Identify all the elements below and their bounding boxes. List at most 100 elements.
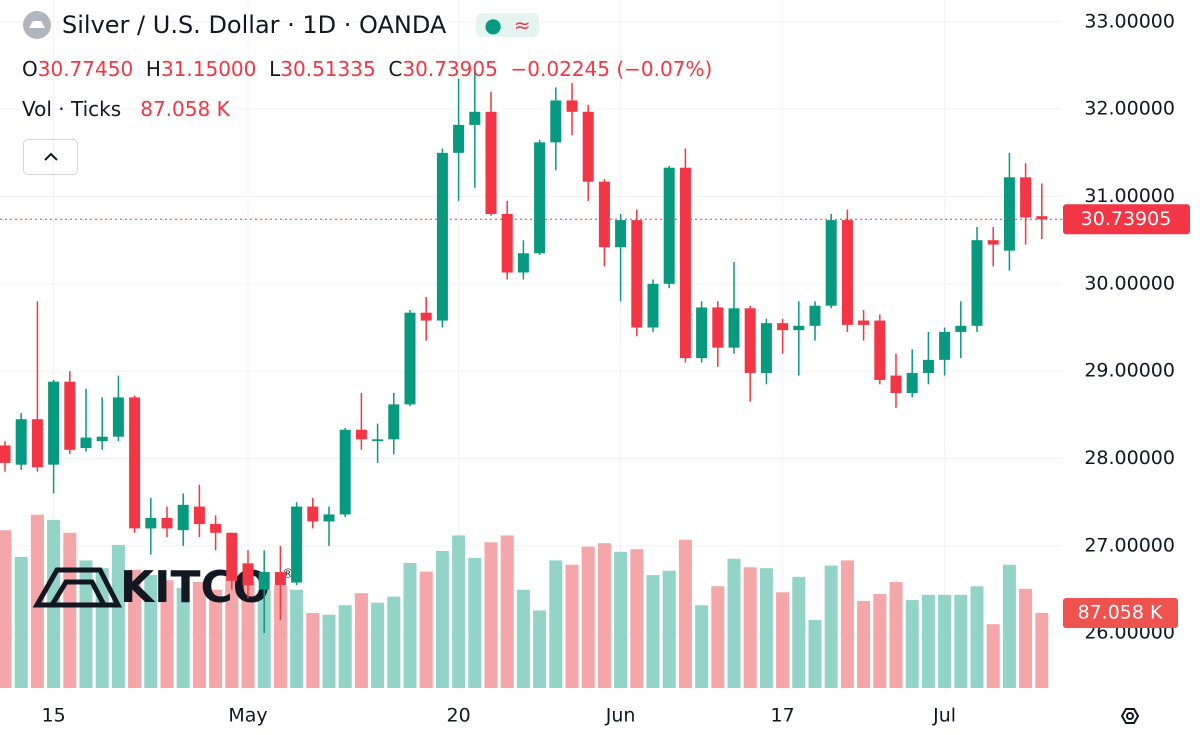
volume-bar xyxy=(905,600,919,688)
candle-body xyxy=(80,437,92,449)
x-tick-label: 15 xyxy=(42,705,66,727)
candle-body xyxy=(258,572,270,590)
candle-body xyxy=(469,111,481,125)
volume-bar xyxy=(678,539,692,688)
volume-bar xyxy=(14,556,28,688)
volume-bar xyxy=(468,557,482,688)
volume-bar xyxy=(792,576,806,688)
volume-bar xyxy=(840,560,854,688)
candle-body xyxy=(355,429,367,440)
volume-bar xyxy=(403,563,417,688)
symbol-icon xyxy=(23,11,51,39)
candle-body xyxy=(760,323,772,373)
candle-body xyxy=(453,124,465,153)
volume-bar xyxy=(484,542,498,688)
candle-body xyxy=(906,372,918,394)
candle-body xyxy=(372,439,384,442)
candle-body xyxy=(939,331,951,360)
chevron xyxy=(43,152,58,161)
candle-body xyxy=(987,240,999,245)
x-tick-label: 20 xyxy=(447,705,471,727)
y-tick-label: 31.00000 xyxy=(1084,185,1175,207)
candle-body xyxy=(161,517,173,529)
candle-body xyxy=(712,307,724,348)
c-value: 30.73905 xyxy=(402,57,498,81)
candle-body xyxy=(744,308,756,373)
candle-body xyxy=(696,307,708,359)
y-tick-label: 28.00000 xyxy=(1084,447,1175,469)
volume-bar xyxy=(986,624,1000,688)
volume-bar xyxy=(176,588,190,688)
candle-body xyxy=(404,312,416,405)
candle-body xyxy=(777,323,789,331)
candle-body xyxy=(129,397,141,529)
volume-bar xyxy=(338,605,352,688)
volume-bar xyxy=(1035,612,1049,688)
volume-bar xyxy=(387,596,401,688)
volume-bar xyxy=(63,532,77,688)
candle-body xyxy=(858,320,870,325)
volume-bar xyxy=(759,568,773,688)
y-tick-label: 29.00000 xyxy=(1084,360,1175,382)
watermark-logo xyxy=(32,567,123,608)
price-tag xyxy=(1063,204,1190,235)
candle-body xyxy=(566,100,578,112)
c-key: C xyxy=(388,57,403,81)
candle-body xyxy=(631,220,643,328)
candle-body xyxy=(728,308,740,348)
volume-bar xyxy=(646,575,660,688)
volume-bar xyxy=(241,580,255,688)
volume-bar xyxy=(160,580,174,688)
volume-bar xyxy=(128,569,142,688)
candle-body xyxy=(793,325,805,331)
volume-bar xyxy=(225,577,239,688)
candle-body xyxy=(193,506,205,525)
candle-body xyxy=(0,445,11,463)
candle-body xyxy=(663,167,675,284)
status-pill[interactable]: ● ≈ xyxy=(476,13,539,37)
l-value: 30.51335 xyxy=(280,57,376,81)
volume-bar xyxy=(435,550,449,688)
volume-bar xyxy=(322,614,336,688)
candle-body xyxy=(339,429,351,515)
candle-body xyxy=(210,524,222,533)
x-tick-label: May xyxy=(228,705,267,727)
volume-bar xyxy=(79,560,93,688)
y-tick-label: 27.00000 xyxy=(1084,534,1175,556)
candle-body xyxy=(647,283,659,328)
candle-body xyxy=(388,404,400,440)
y-tick-label: 33.00000 xyxy=(1084,10,1175,32)
candle-body xyxy=(809,305,821,326)
volume-bar xyxy=(290,589,304,688)
volume-bar xyxy=(824,565,838,688)
volume-bar xyxy=(873,594,887,688)
candle-body xyxy=(874,320,886,380)
candle-body xyxy=(48,381,60,465)
y-tick-label: 32.00000 xyxy=(1084,98,1175,120)
o-value: 30.77450 xyxy=(37,57,134,81)
volume-bar xyxy=(1002,564,1016,688)
candle-body xyxy=(64,381,76,450)
volume-bar xyxy=(938,594,952,688)
candle-body xyxy=(922,359,934,373)
volume-bar xyxy=(419,571,433,688)
volume-bar xyxy=(565,564,579,688)
candle-body xyxy=(291,506,303,583)
volume-bar xyxy=(549,560,563,688)
volume-tag xyxy=(1063,597,1178,628)
candle-body xyxy=(550,100,562,143)
candle-body xyxy=(501,213,513,273)
candle-body xyxy=(485,111,497,214)
candle-body xyxy=(615,220,627,248)
l-key: L xyxy=(269,57,281,81)
h-value: 31.15000 xyxy=(160,57,257,81)
price-tag-label: 30.73905 xyxy=(1081,208,1172,230)
candle-body xyxy=(323,514,335,522)
title-row: Silver / U.S. Dollar · 1D · OANDA ● ≈ xyxy=(22,10,539,40)
volume-bar xyxy=(597,543,611,688)
o-key: O xyxy=(22,57,38,81)
settings-icon[interactable] xyxy=(1120,708,1140,724)
collapse-button[interactable] xyxy=(23,139,78,175)
candle-body xyxy=(1036,216,1048,220)
